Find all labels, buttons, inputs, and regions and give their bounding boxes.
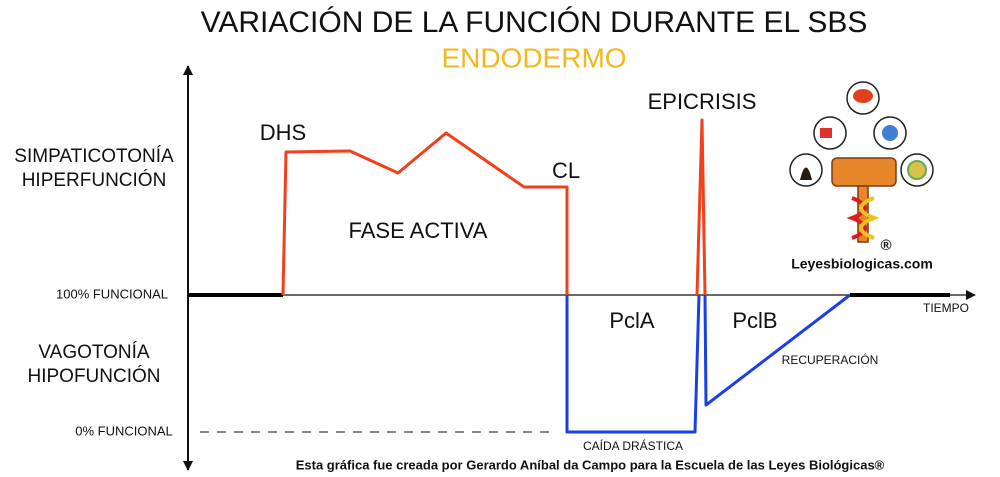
dhs-label: DHS: [260, 120, 306, 145]
epicrisis-label: EPICRISIS: [648, 89, 757, 114]
footer-note: Esta gráfica fue creada por Gerardo Aníb…: [296, 457, 885, 472]
epicrisis-spike: [695, 118, 707, 296]
logo-mark: ®: [880, 237, 891, 254]
upper-label: SIMPATICOTONÍA: [14, 146, 174, 167]
lower-label: VAGOTONÍA: [38, 342, 150, 363]
recovery-label: RECUPERACIÓN: [782, 352, 879, 367]
logo: [789, 81, 934, 243]
pclb-curve: [703, 293, 851, 407]
active-phase-label: FASE ACTIVA: [349, 218, 488, 243]
zero-label: 0% FUNCIONAL: [75, 423, 173, 438]
time-label: TIEMPO: [923, 301, 969, 315]
active-phase-curve: [281, 131, 569, 296]
pcla-curve: [565, 294, 701, 434]
logo-site: Leyesbiologicas.com: [791, 256, 933, 272]
upper-label: HIPERFUNCIÓN: [22, 169, 167, 191]
title: VARIACIÓN DE LA FUNCIÓN DURANTE EL SBS: [201, 6, 868, 39]
lower-label: HIPOFUNCIÓN: [28, 365, 161, 387]
pcla-label: PclA: [609, 308, 655, 333]
normal-label: 100% FUNCIONAL: [56, 286, 168, 301]
cl-label: CL: [552, 158, 580, 183]
drop-label: CAÍDA DRÁSTICA: [583, 438, 683, 453]
pclb-label: PclB: [732, 308, 777, 333]
subtitle: ENDODERMO: [441, 42, 626, 73]
